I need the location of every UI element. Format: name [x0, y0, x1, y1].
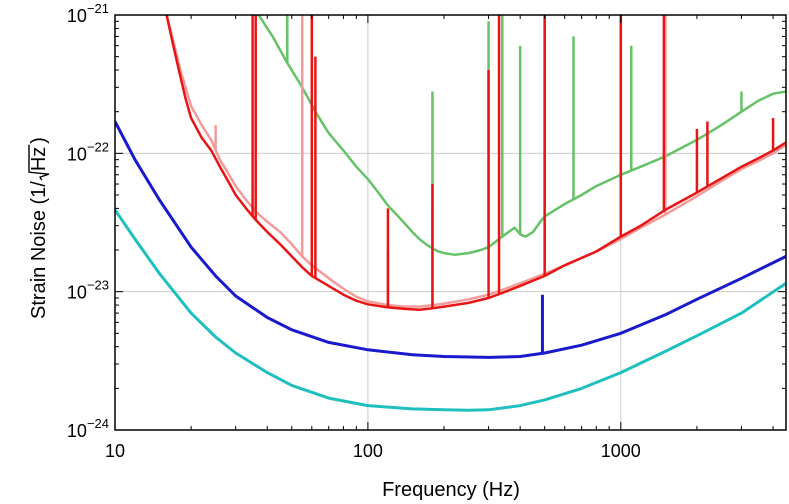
- y-tick-label: 10−24: [67, 416, 109, 441]
- series-3: [115, 120, 786, 359]
- y-tick-label: 10−21: [67, 1, 109, 26]
- series-4: [115, 209, 786, 412]
- sqrt-sign-icon: [28, 144, 50, 181]
- y-tick-label: 10−23: [67, 278, 109, 303]
- x-tick-labels: 10 100 1000: [105, 441, 641, 461]
- ticks: [114, 15, 786, 431]
- series-1: [165, 15, 786, 308]
- y-tick-labels: 10−24 10−23 10−22 10−21: [67, 1, 109, 441]
- y-axis-title: Strain Noise (1/Hz): [28, 137, 50, 319]
- y-axis-title-suffix: ): [28, 137, 50, 144]
- series-group: [115, 15, 786, 412]
- x-tick-label: 100: [353, 441, 383, 461]
- x-tick-label: 1000: [601, 441, 641, 461]
- series-line: [165, 15, 786, 308]
- plot-frame: [114, 14, 787, 431]
- series-2: [165, 15, 786, 312]
- y-axis-title-prefix: Strain Noise (1/: [28, 181, 50, 319]
- x-tick-label: 10: [105, 441, 125, 461]
- series-line: [115, 209, 786, 412]
- y-axis-title-radicand: Hz: [28, 147, 50, 171]
- series-line: [165, 15, 786, 312]
- series-line: [115, 120, 786, 359]
- x-axis-title: Frequency (Hz): [382, 479, 520, 501]
- svg-text:Strain Noise (1/Hz): Strain Noise (1/Hz): [28, 137, 50, 319]
- y-tick-label: 10−22: [67, 139, 109, 164]
- series-line: [257, 15, 786, 256]
- grid-lines: [114, 14, 786, 431]
